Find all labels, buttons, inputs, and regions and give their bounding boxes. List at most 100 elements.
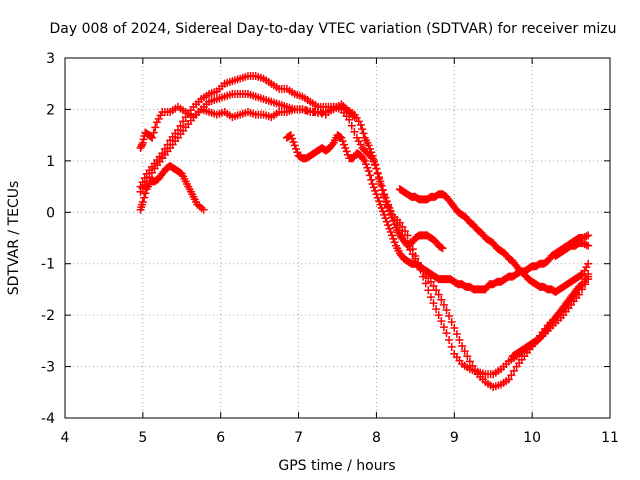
data-point	[363, 149, 372, 158]
data-point	[293, 148, 302, 157]
y-tick-label: 0	[46, 205, 55, 221]
data-point	[578, 239, 587, 248]
data-point	[380, 210, 389, 219]
data-point	[509, 366, 518, 375]
data-point	[582, 263, 591, 272]
data-point	[290, 141, 299, 150]
data-point	[384, 221, 393, 230]
data-point	[156, 111, 165, 120]
data-point	[468, 361, 477, 370]
data-point	[149, 128, 158, 137]
data-point	[442, 306, 451, 314]
data-point	[289, 138, 298, 146]
data-point	[356, 140, 365, 149]
data-point	[152, 118, 161, 127]
data-point	[199, 205, 208, 214]
data-point	[426, 293, 435, 302]
data-point	[338, 137, 347, 146]
data-point	[372, 164, 381, 173]
data-point	[368, 151, 377, 160]
data-point	[584, 259, 593, 268]
data-point	[424, 286, 433, 295]
data-point	[369, 183, 378, 192]
data-point	[437, 295, 446, 304]
chart-title: Day 008 of 2024, Sidereal Day-to-day VTE…	[50, 21, 617, 37]
data-point	[359, 129, 368, 138]
data-point	[389, 216, 398, 225]
data-point	[345, 115, 354, 124]
data-point	[137, 142, 146, 151]
x-tick-label: 4	[61, 430, 70, 446]
data-point	[377, 204, 386, 212]
x-tick-label: 9	[450, 430, 459, 446]
data-point	[408, 250, 417, 259]
data-point	[400, 227, 409, 236]
data-point	[455, 336, 464, 344]
data-point	[385, 224, 394, 233]
data-point	[358, 125, 367, 134]
data-point	[438, 244, 447, 253]
x-tick-label: 10	[523, 430, 541, 446]
data-point	[148, 133, 157, 142]
data-point	[376, 177, 385, 186]
data-point	[437, 243, 446, 252]
data-point	[354, 137, 363, 146]
data-point	[378, 207, 387, 216]
data-point	[384, 203, 393, 212]
y-axis-label: SDTVAR / TECUs	[6, 181, 22, 296]
data-point	[386, 210, 395, 218]
data-point	[140, 193, 149, 202]
data-point	[176, 121, 185, 130]
data-point	[382, 197, 391, 206]
axis-ticks	[64, 57, 611, 419]
data-point	[367, 175, 376, 184]
x-tick-label: 7	[294, 430, 303, 446]
data-point	[368, 180, 377, 188]
data-point	[364, 167, 373, 176]
data-point	[507, 371, 516, 380]
y-tick-label: -1	[41, 257, 55, 273]
data-point	[138, 138, 147, 147]
x-tick-label: 8	[372, 430, 381, 446]
y-tick-label: -3	[41, 360, 55, 376]
data-point	[328, 140, 337, 149]
series-arc-h	[508, 272, 593, 361]
data-point	[471, 366, 480, 374]
data-point	[439, 323, 448, 332]
data-point	[389, 234, 398, 243]
data-point	[179, 117, 188, 126]
data-point	[584, 231, 593, 240]
data-point	[463, 352, 472, 361]
data-point	[426, 277, 435, 286]
data-point	[138, 198, 147, 206]
data-point	[578, 270, 587, 278]
data-point	[504, 375, 513, 384]
data-point	[390, 220, 399, 229]
data-point	[452, 330, 461, 338]
data-point	[582, 240, 591, 249]
data-point	[138, 140, 147, 149]
data-point	[373, 168, 382, 177]
data-point	[439, 300, 448, 309]
data-point	[317, 109, 326, 118]
data-point	[372, 190, 381, 199]
data-point	[580, 240, 589, 248]
x-axis-label: GPS time / hours	[278, 458, 395, 474]
data-point	[369, 156, 378, 164]
data-point	[359, 155, 368, 164]
data-point	[337, 133, 346, 142]
series-arc-c	[136, 72, 593, 379]
data-point	[147, 132, 156, 141]
data-point	[365, 171, 374, 180]
data-point	[336, 132, 345, 141]
data-point	[373, 193, 382, 202]
data-point	[381, 193, 390, 202]
data-point	[356, 120, 365, 129]
y-tick-label: 1	[46, 154, 55, 170]
data-point	[582, 232, 591, 241]
data-point	[382, 217, 391, 226]
data-point	[365, 144, 374, 153]
data-point	[363, 163, 372, 172]
data-point	[375, 197, 384, 206]
data-point	[381, 214, 390, 223]
